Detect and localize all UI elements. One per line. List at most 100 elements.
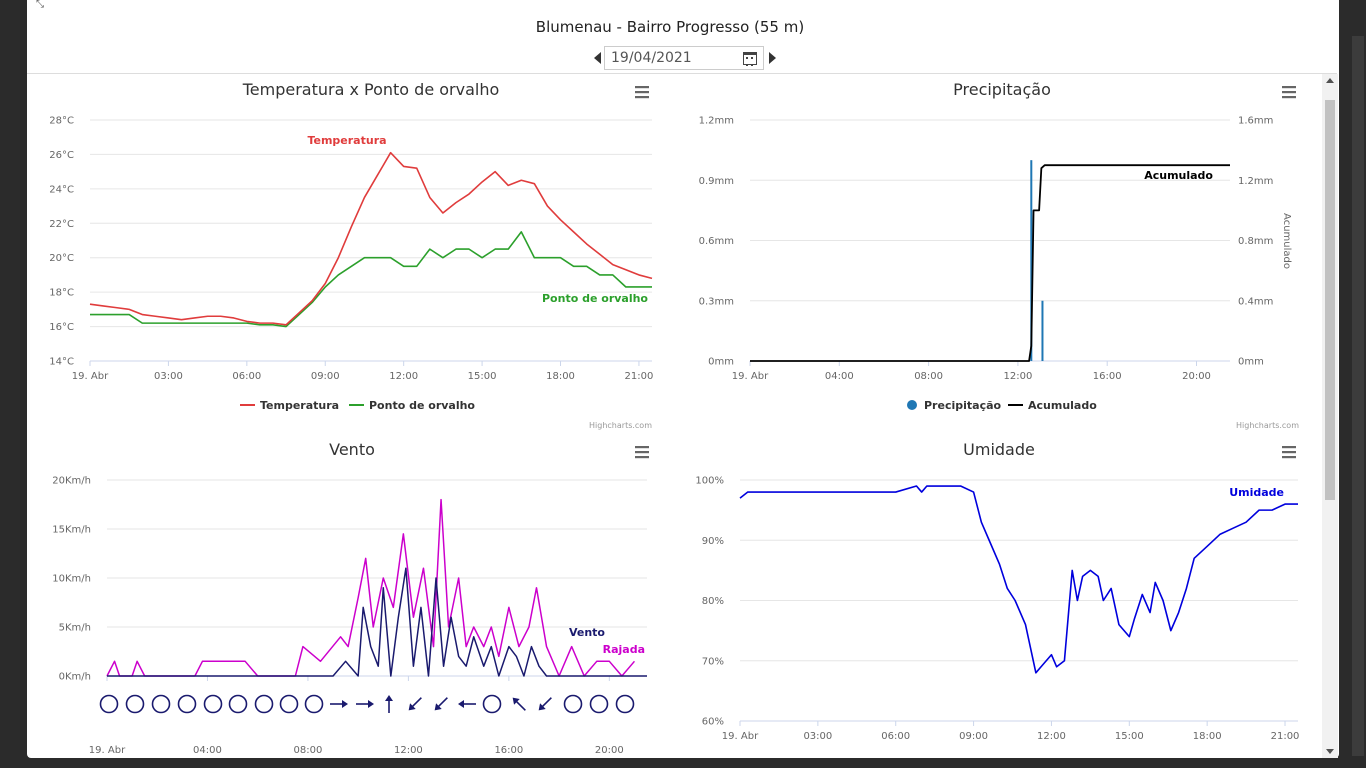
scroll-thumb[interactable] [1325, 100, 1335, 500]
y-tick-label: 18°C [49, 288, 74, 299]
page-scroll-thumb[interactable] [1352, 36, 1364, 756]
y2-axis-title: Acumulado [1281, 213, 1292, 269]
dewpoint-series-label: Ponto de orvalho [542, 292, 648, 305]
legend-accumulated-label: Acumulado [1028, 399, 1097, 412]
menu-bar [1282, 446, 1296, 449]
dewpoint-line [90, 231, 652, 328]
x-tick-label: 04:00 [825, 371, 854, 382]
caret-left-icon[interactable] [594, 52, 601, 64]
x-tick-label: 09:00 [959, 731, 988, 742]
x-tick-label: 21:00 [625, 371, 654, 382]
y-tick-label: 1.2mm [699, 116, 734, 127]
calm-circle-icon [615, 694, 635, 714]
wind-direction-arrow-icon [408, 697, 422, 711]
x-tick-label: 06:00 [232, 371, 261, 382]
arrow-head [342, 700, 348, 708]
x-tick-label: 20:00 [595, 745, 624, 756]
chart-title: Umidade [963, 440, 1035, 459]
y-tick-label: 80% [702, 596, 724, 607]
y-tick-label: 15Km/h [52, 525, 91, 536]
y-tick-label: 20Km/h [52, 476, 91, 487]
hamburger-menu-icon[interactable] [631, 442, 653, 460]
scroll-down-icon[interactable] [1326, 749, 1334, 754]
y-tick-label: 100% [695, 476, 724, 487]
x-tick-label: 18:00 [546, 371, 575, 382]
x-tick-label: 20:00 [1182, 371, 1211, 382]
calm-circle-icon [203, 694, 223, 714]
temperature-series-label: Temperatura [307, 134, 386, 147]
menu-bar [1282, 91, 1296, 94]
y-tick-label: 90% [702, 536, 724, 547]
y-tick-label: 28°C [49, 116, 74, 127]
y-tick-label: 0mm [708, 357, 734, 368]
legend-dewpoint-label: Ponto de orvalho [369, 399, 475, 412]
menu-bar [635, 96, 649, 99]
collapse-icon[interactable]: ⤡ [36, 0, 44, 10]
y-tick-label: 5Km/h [59, 623, 91, 634]
y2-tick-label: 0.8mm [1238, 236, 1273, 247]
wind-line [107, 567, 647, 677]
arrow-head [512, 697, 520, 705]
calm-circle-icon [254, 694, 274, 714]
calendar-icon[interactable] [743, 51, 757, 66]
wind-series-label: Vento [569, 626, 605, 639]
wind-direction-arrow-icon [512, 697, 526, 711]
y-tick-label: 0.9mm [699, 176, 734, 187]
y-tick-label: 26°C [49, 150, 74, 161]
calm-circle-icon [125, 694, 145, 714]
date-value: 19/04/2021 [611, 50, 692, 66]
chart-title: Temperatura x Ponto de orvalho [242, 80, 500, 99]
menu-bar [635, 456, 649, 459]
calm-circle-icon [563, 694, 583, 714]
wind-direction-arrow-icon [458, 700, 476, 708]
station-title: Blumenau - Bairro Progresso (55 m) [535, 18, 805, 36]
content-scrollbar[interactable] [1322, 74, 1338, 758]
gust-line [106, 498, 636, 677]
chart-legend: Temperatura Ponto de orvalho [240, 399, 475, 412]
menu-bar [1282, 451, 1296, 454]
y-tick-label: 22°C [49, 219, 74, 230]
menu-bar [1282, 86, 1296, 89]
arrow-head [434, 703, 442, 711]
date-navigator: 19/04/2021 [594, 46, 776, 70]
calm-circle-icon [151, 694, 171, 714]
arrow-head [408, 703, 416, 711]
arrow-head [385, 695, 393, 701]
wind-direction-arrow-icon [330, 700, 348, 708]
temperature-line [89, 151, 653, 326]
precip-bar [1041, 300, 1044, 361]
caret-right-icon[interactable] [769, 52, 776, 64]
calm-circle-icon [177, 694, 197, 714]
calm-circle-icon [279, 694, 299, 714]
humidity-series-label: Umidade [1229, 486, 1284, 499]
wind-chart: Vento 0Km/h 5Km/h 10Km/h 15Km/h 20Km/h 19. Abr… [27, 434, 667, 768]
humidity-svg: Umidade 60% 70% 80% 90% 100% 19. Abr 03:00 06:00… [695, 440, 1300, 742]
hamburger-menu-icon[interactable] [631, 82, 653, 100]
precip-bar [1030, 160, 1033, 361]
arrow-head [458, 700, 464, 708]
precipitation-svg: Precipitação 0mm 0.3mm 0.6mm 0.9mm 1.2mm 19. A… [699, 80, 1300, 430]
scroll-up-icon[interactable] [1326, 78, 1334, 83]
x-tick-label: 19. Abr [732, 371, 769, 382]
x-tick-label: 16:00 [1093, 371, 1122, 382]
x-tick-label: 12:00 [389, 371, 418, 382]
x-tick-label: 15:00 [1115, 731, 1144, 742]
credits-link: Highcharts.com [1236, 421, 1299, 430]
y2-tick-label: 1.2mm [1238, 176, 1273, 187]
hamburger-menu-icon[interactable] [1278, 82, 1300, 100]
page-scrollbar[interactable] [1350, 36, 1366, 768]
date-input[interactable]: 19/04/2021 [604, 46, 764, 70]
x-tick-label: 16:00 [494, 745, 523, 756]
wind-direction-arrow-icon [356, 700, 374, 708]
x-tick-label: 04:00 [193, 745, 222, 756]
y-tick-label: 20°C [49, 253, 74, 264]
menu-bar [635, 446, 649, 449]
accumulated-series-label: Acumulado [1144, 169, 1213, 182]
x-tick-label: 21:00 [1271, 731, 1300, 742]
menu-bar [635, 91, 649, 94]
menu-bar [1282, 456, 1296, 459]
legend-temperature-label: Temperatura [260, 399, 339, 412]
hamburger-menu-icon[interactable] [1278, 442, 1300, 460]
precipitation-chart: Precipitação 0mm 0.3mm 0.6mm 0.9mm 1.2mm 19. A… [680, 74, 1320, 434]
x-tick-label: 12:00 [1037, 731, 1066, 742]
